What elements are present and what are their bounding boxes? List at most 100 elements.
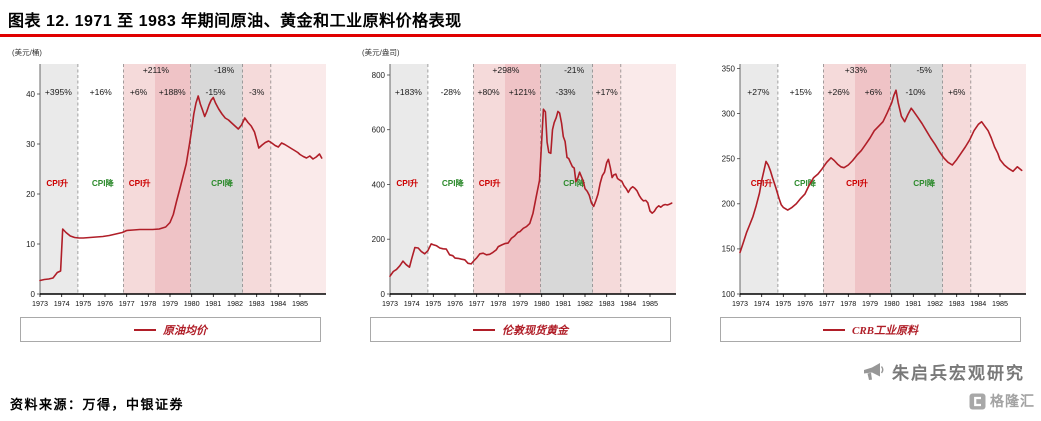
pct-change-label: +121% [509, 87, 536, 97]
pct-change-label: -33% [555, 87, 575, 97]
pct-change-label: +26% [827, 87, 850, 97]
x-tick-label: 1984 [270, 299, 286, 308]
oil-price-chart: 0 10 20 30 40 1973 1974 1975 1976 1977 1978 1979 198… [12, 47, 326, 308]
oil-legend-box: 原油均价 [19, 317, 322, 342]
y-tick-label: 200 [722, 200, 736, 209]
y-tick-label: 800 [372, 71, 386, 80]
x-tick-label: 1984 [970, 299, 986, 308]
legend-line-marker [472, 328, 495, 331]
x-tick-label: 1978 [840, 299, 856, 308]
oil-legend-label: 原油均价 [162, 324, 207, 337]
y-tick-label: 600 [372, 126, 386, 135]
x-tick-label: 1983 [599, 299, 615, 308]
x-tick-label: 1975 [75, 299, 91, 308]
x-tick-label: 1985 [992, 299, 1008, 308]
y-tick-label: 0 [31, 290, 36, 299]
cpi-band [390, 64, 428, 294]
x-tick-label: 1973 [732, 299, 748, 308]
pct-change-label: +33% [845, 65, 868, 75]
gold-legend-label: 伦敦现货黄金 [501, 324, 568, 337]
cpi-band [504, 64, 541, 294]
y-tick-label: 400 [372, 180, 386, 189]
legend-line-marker [822, 328, 845, 331]
pct-change-label: +15% [790, 87, 813, 97]
crb-legend-label: CRB工业原料 [851, 324, 918, 337]
cpi-direction-label: CPI降 [442, 178, 465, 188]
y-tick-label: 300 [722, 109, 736, 118]
pct-change-label: -5% [917, 65, 933, 75]
gold-chart-panel: 0 200 400 600 800 1973 1974 1975 1976 1977 1978 197… [360, 46, 681, 342]
legend-line-marker [133, 328, 156, 331]
y-tick-label: 40 [26, 90, 35, 99]
pct-change-label: +17% [596, 87, 619, 97]
price-line [389, 108, 673, 277]
cpi-band [942, 64, 971, 294]
cpi-direction-label: CPI降 [563, 178, 586, 188]
cpi-band [620, 64, 676, 294]
cpi-direction-label: CPI降 [794, 178, 817, 188]
x-tick-label: 1981 [905, 299, 921, 308]
pct-change-label: -21% [564, 65, 584, 75]
pct-change-label: -28% [441, 87, 461, 97]
x-tick-label: 1982 [227, 299, 243, 308]
x-tick-label: 1980 [534, 299, 550, 308]
x-tick-label: 1982 [927, 299, 943, 308]
cpi-direction-label: CPI升 [129, 178, 151, 188]
x-tick-label: 1975 [775, 299, 791, 308]
pct-change-label: +16% [90, 87, 113, 97]
x-tick-label: 1979 [512, 299, 528, 308]
y-tick-label: 30 [26, 140, 35, 149]
cpi-band [777, 64, 824, 294]
gelonghui-logo-icon [969, 393, 986, 409]
x-tick-label: 1973 [382, 299, 398, 308]
y-tick-label: 250 [722, 155, 736, 164]
y-tick-label: 10 [26, 240, 35, 249]
watermark: 朱启兵宏观研究 [863, 359, 1025, 384]
cpi-band [270, 64, 326, 294]
crb-chart: 100 150 200 250 300 350 1973 1974 1975 1976 1977 19… [722, 64, 1026, 308]
x-tick-label: 1974 [754, 299, 770, 308]
x-tick-label: 1980 [184, 299, 200, 308]
pct-change-label: +6% [130, 87, 148, 97]
y-tick-label: 100 [722, 290, 736, 299]
cpi-direction-label: CPI升 [46, 178, 68, 188]
x-tick-label: 1985 [292, 299, 308, 308]
x-tick-label: 1980 [884, 299, 900, 308]
x-tick-label: 1984 [620, 299, 636, 308]
pct-change-label: +6% [948, 87, 966, 97]
cpi-direction-label: CPI降 [913, 178, 936, 188]
x-tick-label: 1983 [949, 299, 965, 308]
pct-change-label: +395% [45, 87, 72, 97]
cpi-band [123, 64, 155, 294]
cpi-band [77, 64, 124, 294]
cpi-direction-label: CPI升 [479, 178, 501, 188]
cpi-band [154, 64, 191, 294]
x-tick-label: 1978 [140, 299, 156, 308]
cpi-band [970, 64, 1026, 294]
cpi-direction-label: CPI降 [92, 178, 115, 188]
pct-change-label: +6% [865, 87, 883, 97]
y-tick-label: 20 [26, 190, 35, 199]
y-tick-label: 350 [722, 64, 736, 73]
charts-row: 0 10 20 30 40 1973 1974 1975 1976 1977 1978 1979 198… [0, 46, 1041, 342]
y-tick-label: 200 [372, 235, 386, 244]
y-tick-label: 150 [722, 245, 736, 254]
x-tick-label: 1975 [425, 299, 441, 308]
cpi-band [40, 64, 78, 294]
title-underline [0, 34, 1041, 37]
x-tick-label: 1976 [797, 299, 813, 308]
x-tick-label: 1974 [54, 299, 70, 308]
cpi-direction-label: CPI升 [396, 178, 418, 188]
watermark-text: 朱启兵宏观研究 [892, 364, 1025, 383]
crb-legend-box: CRB工业原料 [719, 317, 1022, 342]
gold-chart: 0 200 400 600 800 1973 1974 1975 1976 1977 1978 197… [362, 47, 676, 308]
x-tick-label: 1983 [249, 299, 265, 308]
axis-unit-label: (美元/盎司) [362, 47, 400, 57]
cpi-band [890, 64, 943, 294]
cpi-band [823, 64, 855, 294]
crb-chart-panel: 100 150 200 250 300 350 1973 1974 1975 1976 1977 19… [710, 46, 1031, 342]
cpi-band [740, 64, 778, 294]
cpi-direction-label: CPI升 [846, 178, 868, 188]
y-tick-label: 0 [381, 290, 386, 299]
